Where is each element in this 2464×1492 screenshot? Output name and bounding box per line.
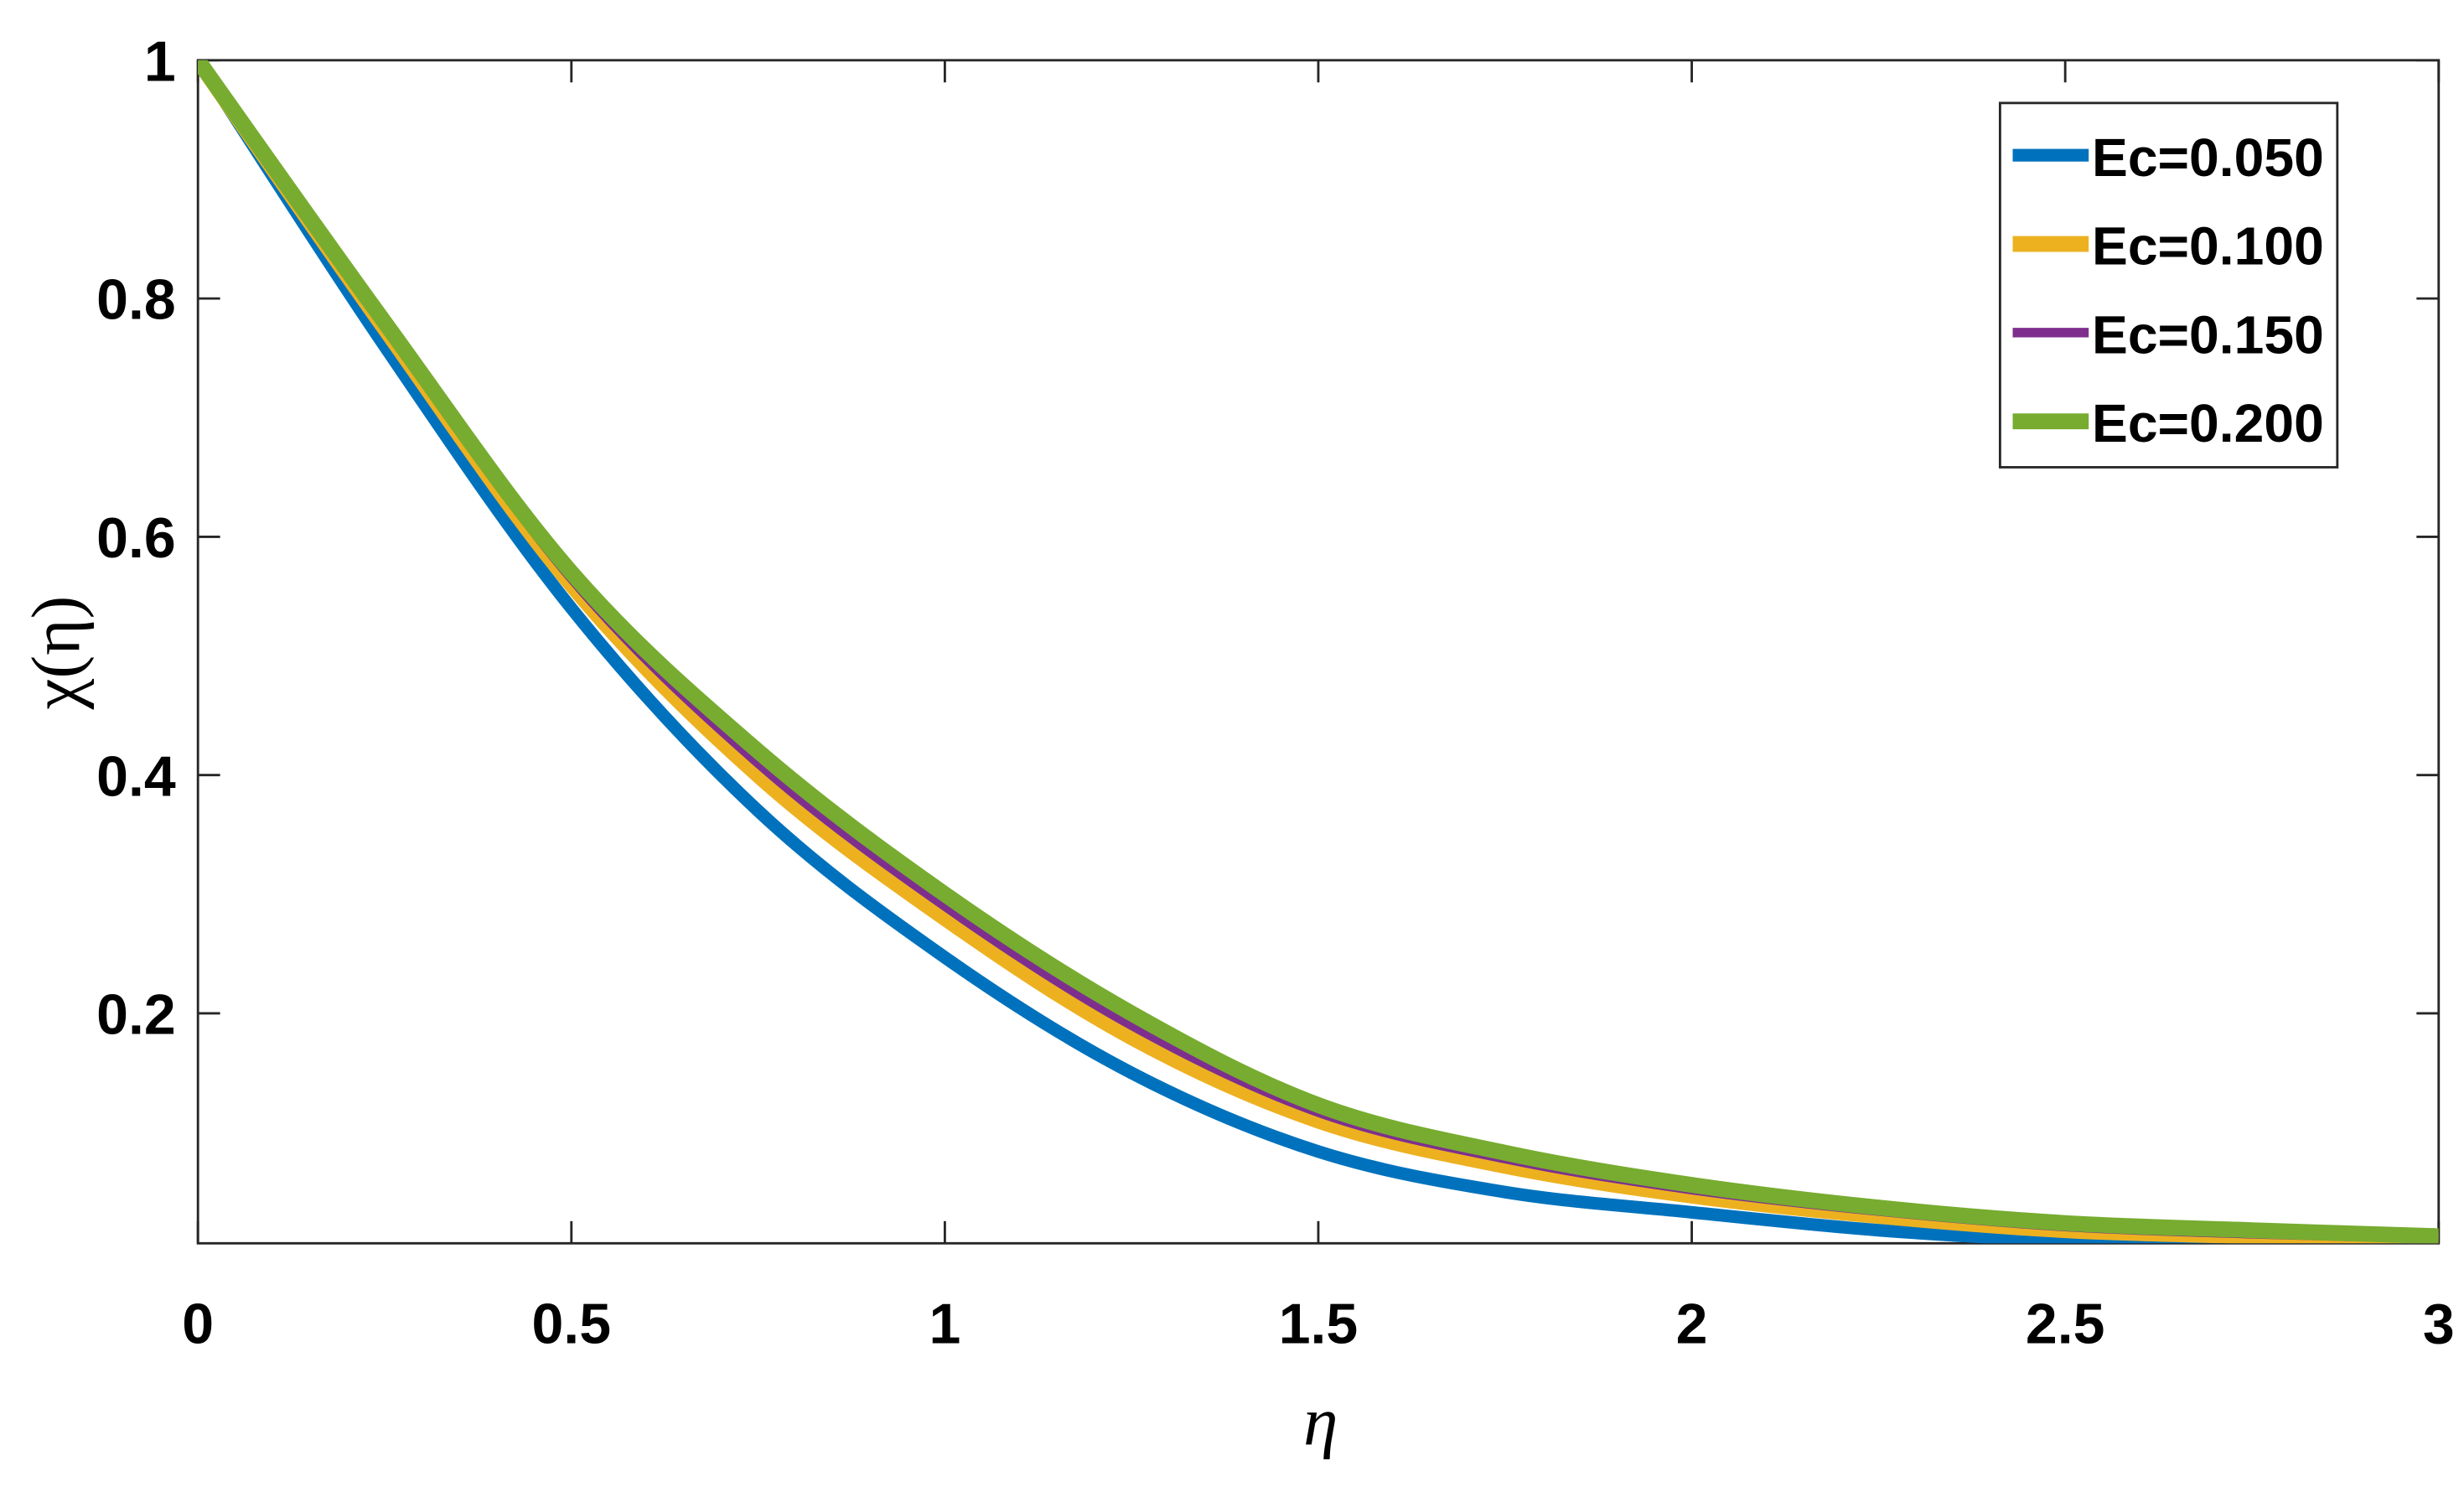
- legend-label: Ec=0.100: [2092, 216, 2324, 277]
- y-axis-label: χ(η): [17, 596, 94, 711]
- x-tick-label: 3: [2423, 1292, 2455, 1355]
- y-tick-label: 1: [144, 29, 176, 93]
- legend-label: Ec=0.200: [2092, 393, 2324, 453]
- x-tick-label: 1: [929, 1292, 960, 1355]
- legend-label: Ec=0.050: [2092, 127, 2324, 188]
- legend: Ec=0.050 Ec=0.100 Ec=0.150 Ec=0.200: [1998, 101, 2339, 469]
- y-tick-label: 0.6: [96, 506, 176, 570]
- legend-box: [1998, 101, 2339, 469]
- x-tick-label: 2: [1676, 1292, 1708, 1355]
- x-axis-label: η: [1303, 1382, 1338, 1459]
- y-tick-label: 0.4: [96, 744, 176, 808]
- series-line: [198, 60, 2439, 1244]
- x-tick-label: 0: [182, 1292, 214, 1355]
- series-line: [198, 60, 2439, 1244]
- legend-label: Ec=0.150: [2092, 304, 2324, 365]
- x-tick-label: 2.5: [2026, 1292, 2105, 1355]
- y-tick-label: 0.8: [96, 268, 176, 332]
- plot-lines: [198, 60, 2439, 1244]
- x-tick-label: 1.5: [1279, 1292, 1359, 1355]
- y-tick-label: 0.2: [96, 983, 176, 1047]
- x-tick-label: 0.5: [531, 1292, 611, 1355]
